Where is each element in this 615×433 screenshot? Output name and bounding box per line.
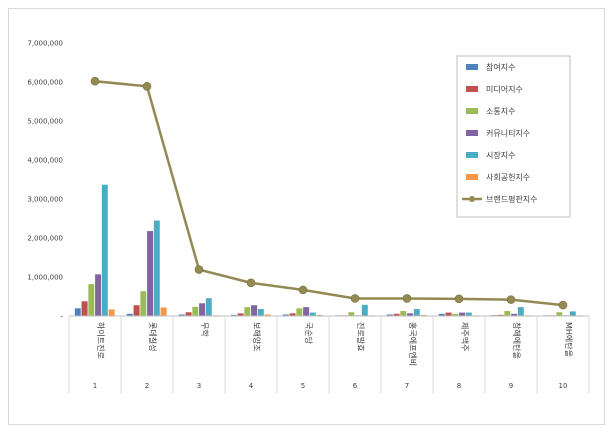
bar-사회공헌지수 bbox=[108, 309, 115, 317]
chart-frame: - 1,000,000 2,000,000 3,000,000 4,000,000 5,0… bbox=[8, 8, 605, 425]
legend-swatch-시장지수 bbox=[466, 152, 478, 158]
legend-swatch-사회공헌지수 bbox=[466, 174, 478, 180]
x-category-number: 4 bbox=[249, 382, 254, 390]
bar-series-group bbox=[74, 184, 583, 317]
y-tick-label: 2,000,000 bbox=[27, 235, 63, 243]
bar-미디어지수 bbox=[445, 312, 452, 317]
x-category-number: 5 bbox=[301, 382, 305, 390]
y-axis: - 1,000,000 2,000,000 3,000,000 4,000,000 5,0… bbox=[27, 40, 63, 321]
y-tick-label: 3,000,000 bbox=[27, 196, 63, 204]
bar-시장지수 bbox=[309, 312, 317, 317]
x-category-number: 6 bbox=[353, 382, 358, 390]
bar-소통지수 bbox=[296, 308, 303, 317]
bar-시장지수 bbox=[413, 308, 421, 317]
y-tick-label: - bbox=[60, 313, 63, 321]
x-category-label: 국순당 bbox=[304, 322, 314, 345]
y-tick-label: 5,000,000 bbox=[27, 118, 63, 126]
y-tick-label: 6,000,000 bbox=[27, 79, 63, 87]
brand-reputation-chart: - 1,000,000 2,000,000 3,000,000 4,000,000 5,0… bbox=[27, 40, 590, 393]
bar-커뮤니티지수 bbox=[250, 304, 258, 317]
line-point-브랜드평판지수 bbox=[298, 285, 308, 295]
x-category-label: 롯데칠성 bbox=[148, 322, 157, 351]
line-series-group bbox=[90, 76, 568, 310]
x-category-number: 8 bbox=[457, 382, 461, 390]
bar-미디어지수 bbox=[185, 312, 192, 317]
line-point-브랜드평판지수 bbox=[402, 294, 412, 303]
bar-사회공헌지수 bbox=[160, 307, 167, 317]
x-category-number: 1 bbox=[93, 382, 97, 390]
line-point-브랜드평판지수 bbox=[90, 76, 100, 86]
bar-시장지수 bbox=[569, 311, 577, 317]
line-point-브랜드평판지수 bbox=[558, 300, 568, 310]
bar-시장지수 bbox=[465, 312, 473, 317]
legend-label: 브랜드평판지수 bbox=[486, 194, 538, 204]
legend-label: 미디어지수 bbox=[486, 84, 523, 94]
bar-시장지수 bbox=[361, 304, 369, 317]
legend-label: 참여지수 bbox=[486, 62, 515, 72]
bar-소통지수 bbox=[244, 306, 251, 317]
bar-소통지수 bbox=[88, 283, 95, 317]
legend-label: 사회공헌지수 bbox=[486, 173, 530, 182]
bar-소통지수 bbox=[556, 312, 563, 317]
bar-시장지수 bbox=[257, 308, 265, 317]
bar-미디어지수 bbox=[81, 301, 88, 317]
bar-시장지수 bbox=[205, 297, 213, 317]
x-category-label: 창해에탄올 bbox=[512, 322, 522, 359]
bar-시장지수 bbox=[101, 184, 109, 317]
x-category-number: 10 bbox=[559, 382, 568, 390]
line-point-브랜드평판지수 bbox=[246, 278, 256, 288]
y-tick-label: 7,000,000 bbox=[27, 40, 63, 48]
bar-참여지수 bbox=[74, 308, 81, 317]
x-category-label: 진로발효 bbox=[356, 322, 366, 351]
legend-swatch-미디어지수 bbox=[466, 86, 478, 92]
bar-커뮤니티지수 bbox=[302, 306, 310, 317]
legend-swatch-소통지수 bbox=[466, 108, 478, 114]
x-category-number: 3 bbox=[197, 382, 201, 390]
bar-소통지수 bbox=[400, 310, 407, 317]
line-point-브랜드평판지수 bbox=[194, 265, 204, 274]
bar-커뮤니티지수 bbox=[198, 303, 206, 317]
legend-swatch-커뮤니티지수 bbox=[466, 130, 478, 136]
bar-미디어지수 bbox=[133, 304, 140, 317]
line-point-브랜드평판지수 bbox=[142, 81, 152, 91]
line-point-브랜드평판지수 bbox=[350, 294, 360, 303]
bar-시장지수 bbox=[517, 306, 525, 317]
bar-소통지수 bbox=[504, 310, 511, 317]
bar-커뮤니티지수 bbox=[458, 312, 466, 317]
legend-box bbox=[456, 55, 571, 218]
bar-소통지수 bbox=[348, 312, 355, 317]
line-point-브랜드평판지수 bbox=[506, 295, 516, 304]
x-category-label: 홍국에프엔비 bbox=[408, 322, 418, 366]
bar-시장지수 bbox=[153, 220, 161, 317]
x-category-number: 2 bbox=[145, 382, 149, 390]
legend-label: 커뮤니티지수 bbox=[486, 128, 530, 138]
legend-label: 소통지수 bbox=[486, 107, 515, 116]
x-axis: 하이트진로 1 롯데칠성 2 무학 3 보해양조 4 국순당 5 진로발효 6 홍국에프엔비 7 제주맥주 8… bbox=[68, 315, 590, 393]
x-category-label: 무학 bbox=[200, 322, 210, 337]
bar-소통지수 bbox=[192, 306, 199, 317]
bar-커뮤니티지수 bbox=[146, 230, 154, 317]
x-category-number: 7 bbox=[405, 382, 409, 390]
x-category-label: 하이트진로 bbox=[96, 322, 106, 359]
x-category-number: 9 bbox=[509, 382, 513, 390]
legend-swatch-참여지수 bbox=[466, 64, 478, 70]
x-category-label: 보해양조 bbox=[252, 322, 262, 351]
bar-커뮤니티지수 bbox=[94, 274, 102, 317]
line-point-브랜드평판지수 bbox=[454, 294, 464, 304]
x-category-label: MH에탄올 bbox=[564, 322, 574, 357]
bar-소통지수 bbox=[140, 290, 147, 317]
line-브랜드평판지수 bbox=[94, 79, 564, 307]
x-category-label: 제주맥주 bbox=[460, 322, 470, 351]
legend-label: 시장지수 bbox=[486, 150, 515, 160]
y-tick-label: 4,000,000 bbox=[27, 157, 63, 165]
legend-swatch-marker-브랜드평판지수 bbox=[469, 196, 475, 202]
y-tick-label: 1,000,000 bbox=[27, 274, 63, 282]
